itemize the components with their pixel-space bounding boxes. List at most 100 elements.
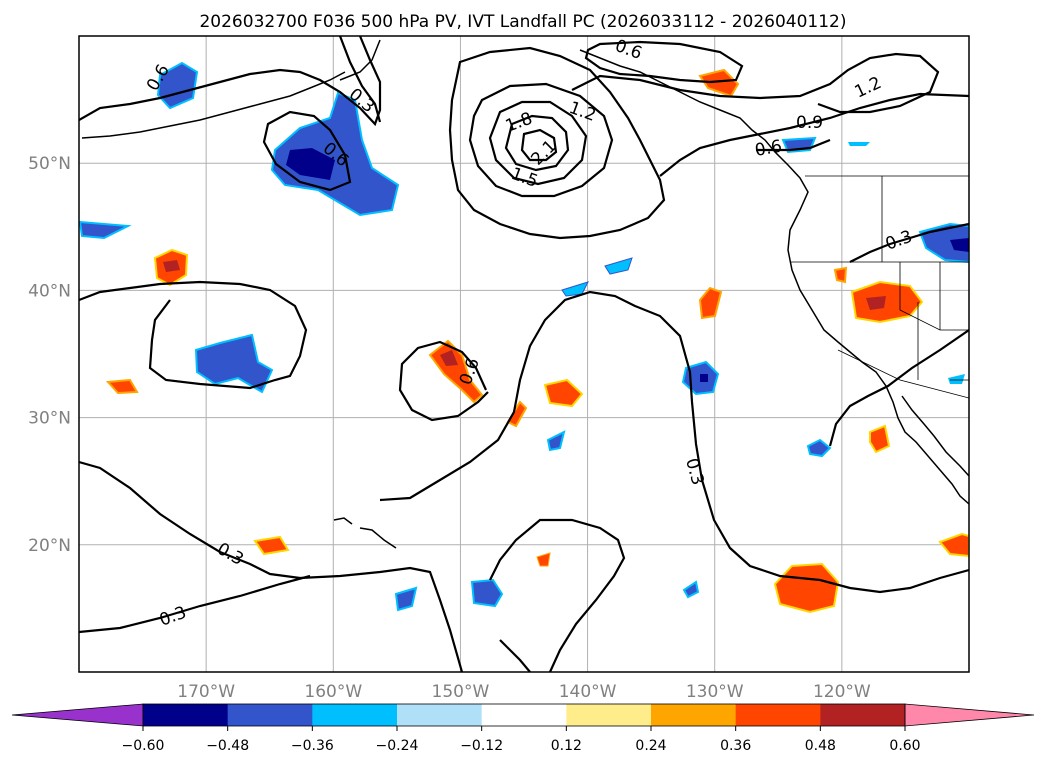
contour-line — [571, 52, 940, 114]
neg-blob — [286, 148, 335, 180]
colorbar-segment — [227, 704, 313, 726]
colorbar-tick-label: 0.60 — [889, 738, 920, 754]
contour-line — [79, 36, 382, 127]
pos-blob — [698, 68, 740, 98]
contour-label: 0.6 — [753, 137, 783, 161]
colorbar-segment — [651, 704, 737, 726]
colorbar-tick-label: −0.24 — [376, 738, 419, 754]
neg-blob — [194, 333, 274, 394]
contour-line — [448, 46, 666, 240]
pos-blob — [163, 260, 180, 272]
pos-blob — [866, 296, 886, 310]
contour-line — [79, 280, 308, 390]
pos-blob — [440, 350, 458, 366]
pos-blob — [105, 378, 139, 395]
x-tick-label: 150°W — [432, 682, 490, 702]
colorbar-tick-labels: −0.60 −0.48 −0.36 −0.24 −0.12 0.12 0.24 0.36 0.4… — [122, 738, 921, 754]
colorbar — [11, 703, 1035, 731]
neg-blob — [848, 142, 870, 146]
y-tick-label: 50°N — [28, 154, 71, 174]
colorbar-segment — [397, 704, 483, 726]
neg-blob — [700, 374, 708, 382]
contour-line — [468, 82, 614, 198]
neg-blob — [394, 586, 418, 612]
contour-line — [338, 36, 382, 123]
colorbar-tick-label: −0.48 — [206, 738, 249, 754]
contour-line — [398, 340, 489, 422]
chart-title: 2026032700 F036 500 hPa PV, IVT Landfall… — [199, 12, 846, 32]
contour-line — [262, 110, 352, 192]
coastline — [81, 71, 346, 139]
x-tick-label: 120°W — [813, 682, 871, 702]
y-tick-label: 40°N — [28, 281, 71, 301]
contour-line — [79, 574, 311, 634]
border — [837, 349, 969, 399]
neg-blob — [546, 430, 566, 452]
colorbar-segment — [143, 704, 229, 726]
contour-line — [756, 138, 831, 152]
y-tick-label: 20°N — [28, 536, 71, 556]
coastline — [579, 49, 969, 505]
x-tick-label: 130°W — [686, 682, 744, 702]
colorbar-tick-label: −0.60 — [122, 738, 165, 754]
contour-line — [488, 100, 588, 186]
colorbar-segment — [820, 704, 906, 726]
coastlines — [81, 39, 969, 549]
y-tick-label: 30°N — [28, 409, 71, 429]
pos-blob — [833, 266, 848, 284]
pos-blob — [938, 532, 969, 558]
contour-line — [584, 40, 744, 84]
coastline — [339, 39, 381, 81]
x-tick-labels: 170°W 160°W 150°W 140°W 130°W 120°W — [177, 682, 871, 702]
pv-contours — [79, 36, 969, 672]
neg-blob — [950, 238, 969, 252]
negative-anomaly-areas — [79, 61, 969, 612]
contour-line — [489, 518, 626, 672]
contour-line — [520, 128, 558, 162]
pos-blob — [698, 286, 723, 320]
coastline — [901, 395, 969, 477]
colorbar-segment — [735, 704, 821, 726]
x-tick-label: 140°W — [559, 682, 617, 702]
x-tick-label: 160°W — [304, 682, 362, 702]
map-area: 0.6 0.3 0.6 0.6 1.2 1.8 2.1 1.5 0.9 0.6 … — [79, 36, 969, 672]
neg-blob — [270, 91, 400, 217]
neg-blob — [918, 222, 969, 264]
contour-line — [849, 222, 969, 263]
colorbar-extend-high — [904, 703, 1035, 727]
contour-label: 0.9 — [796, 113, 823, 133]
neg-blob — [604, 257, 633, 275]
neg-blob — [79, 220, 132, 240]
colorbar-tick-label: 0.36 — [720, 738, 751, 754]
coastline — [333, 517, 397, 549]
colorbar-tick-label: −0.36 — [291, 738, 334, 754]
pos-blob — [869, 424, 891, 454]
contour-line — [828, 329, 969, 447]
pos-blob — [506, 400, 528, 428]
contour-line — [504, 114, 570, 172]
border — [917, 262, 969, 381]
colorbar-extend-low — [11, 703, 144, 727]
colorbar-segment — [312, 704, 398, 726]
colorbar-segment — [481, 704, 567, 726]
pos-blob — [543, 378, 584, 408]
colorbar-tick-label: 0.48 — [805, 738, 836, 754]
colorbar-tick-label: 0.12 — [551, 738, 582, 754]
pos-blob — [253, 535, 290, 556]
contour-line — [379, 290, 969, 594]
neg-blob — [682, 580, 700, 599]
positive-anomaly-areas — [105, 68, 969, 614]
neg-blob — [470, 578, 504, 608]
contour-line — [499, 639, 531, 672]
neg-blob — [806, 438, 832, 458]
colorbar-outline — [142, 703, 906, 727]
pos-blob — [536, 552, 551, 567]
colorbar-segment — [566, 704, 652, 726]
colorbar-tick-label: −0.12 — [460, 738, 503, 754]
neg-blob — [948, 374, 965, 384]
map-frame — [78, 35, 970, 673]
contour-line — [79, 460, 464, 672]
contour-line — [659, 92, 969, 177]
x-tick-label: 170°W — [177, 682, 235, 702]
